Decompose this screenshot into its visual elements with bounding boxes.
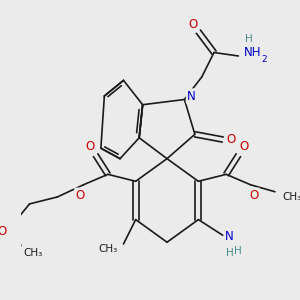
- Text: H: H: [245, 34, 253, 44]
- Text: H: H: [235, 246, 242, 256]
- Text: N: N: [187, 89, 196, 103]
- Text: O: O: [86, 140, 95, 153]
- Text: CH₃: CH₃: [98, 244, 118, 254]
- Text: CH₃: CH₃: [23, 248, 43, 258]
- Text: O: O: [188, 18, 198, 31]
- Text: O: O: [75, 189, 85, 202]
- Text: CH₃: CH₃: [283, 192, 300, 202]
- Text: 2: 2: [262, 55, 267, 64]
- Text: H: H: [226, 248, 233, 258]
- Text: O: O: [227, 133, 236, 146]
- Text: O: O: [239, 140, 248, 153]
- Text: O: O: [0, 225, 6, 238]
- Text: N: N: [225, 230, 234, 244]
- Text: NH: NH: [244, 46, 261, 59]
- Text: O: O: [249, 189, 259, 202]
